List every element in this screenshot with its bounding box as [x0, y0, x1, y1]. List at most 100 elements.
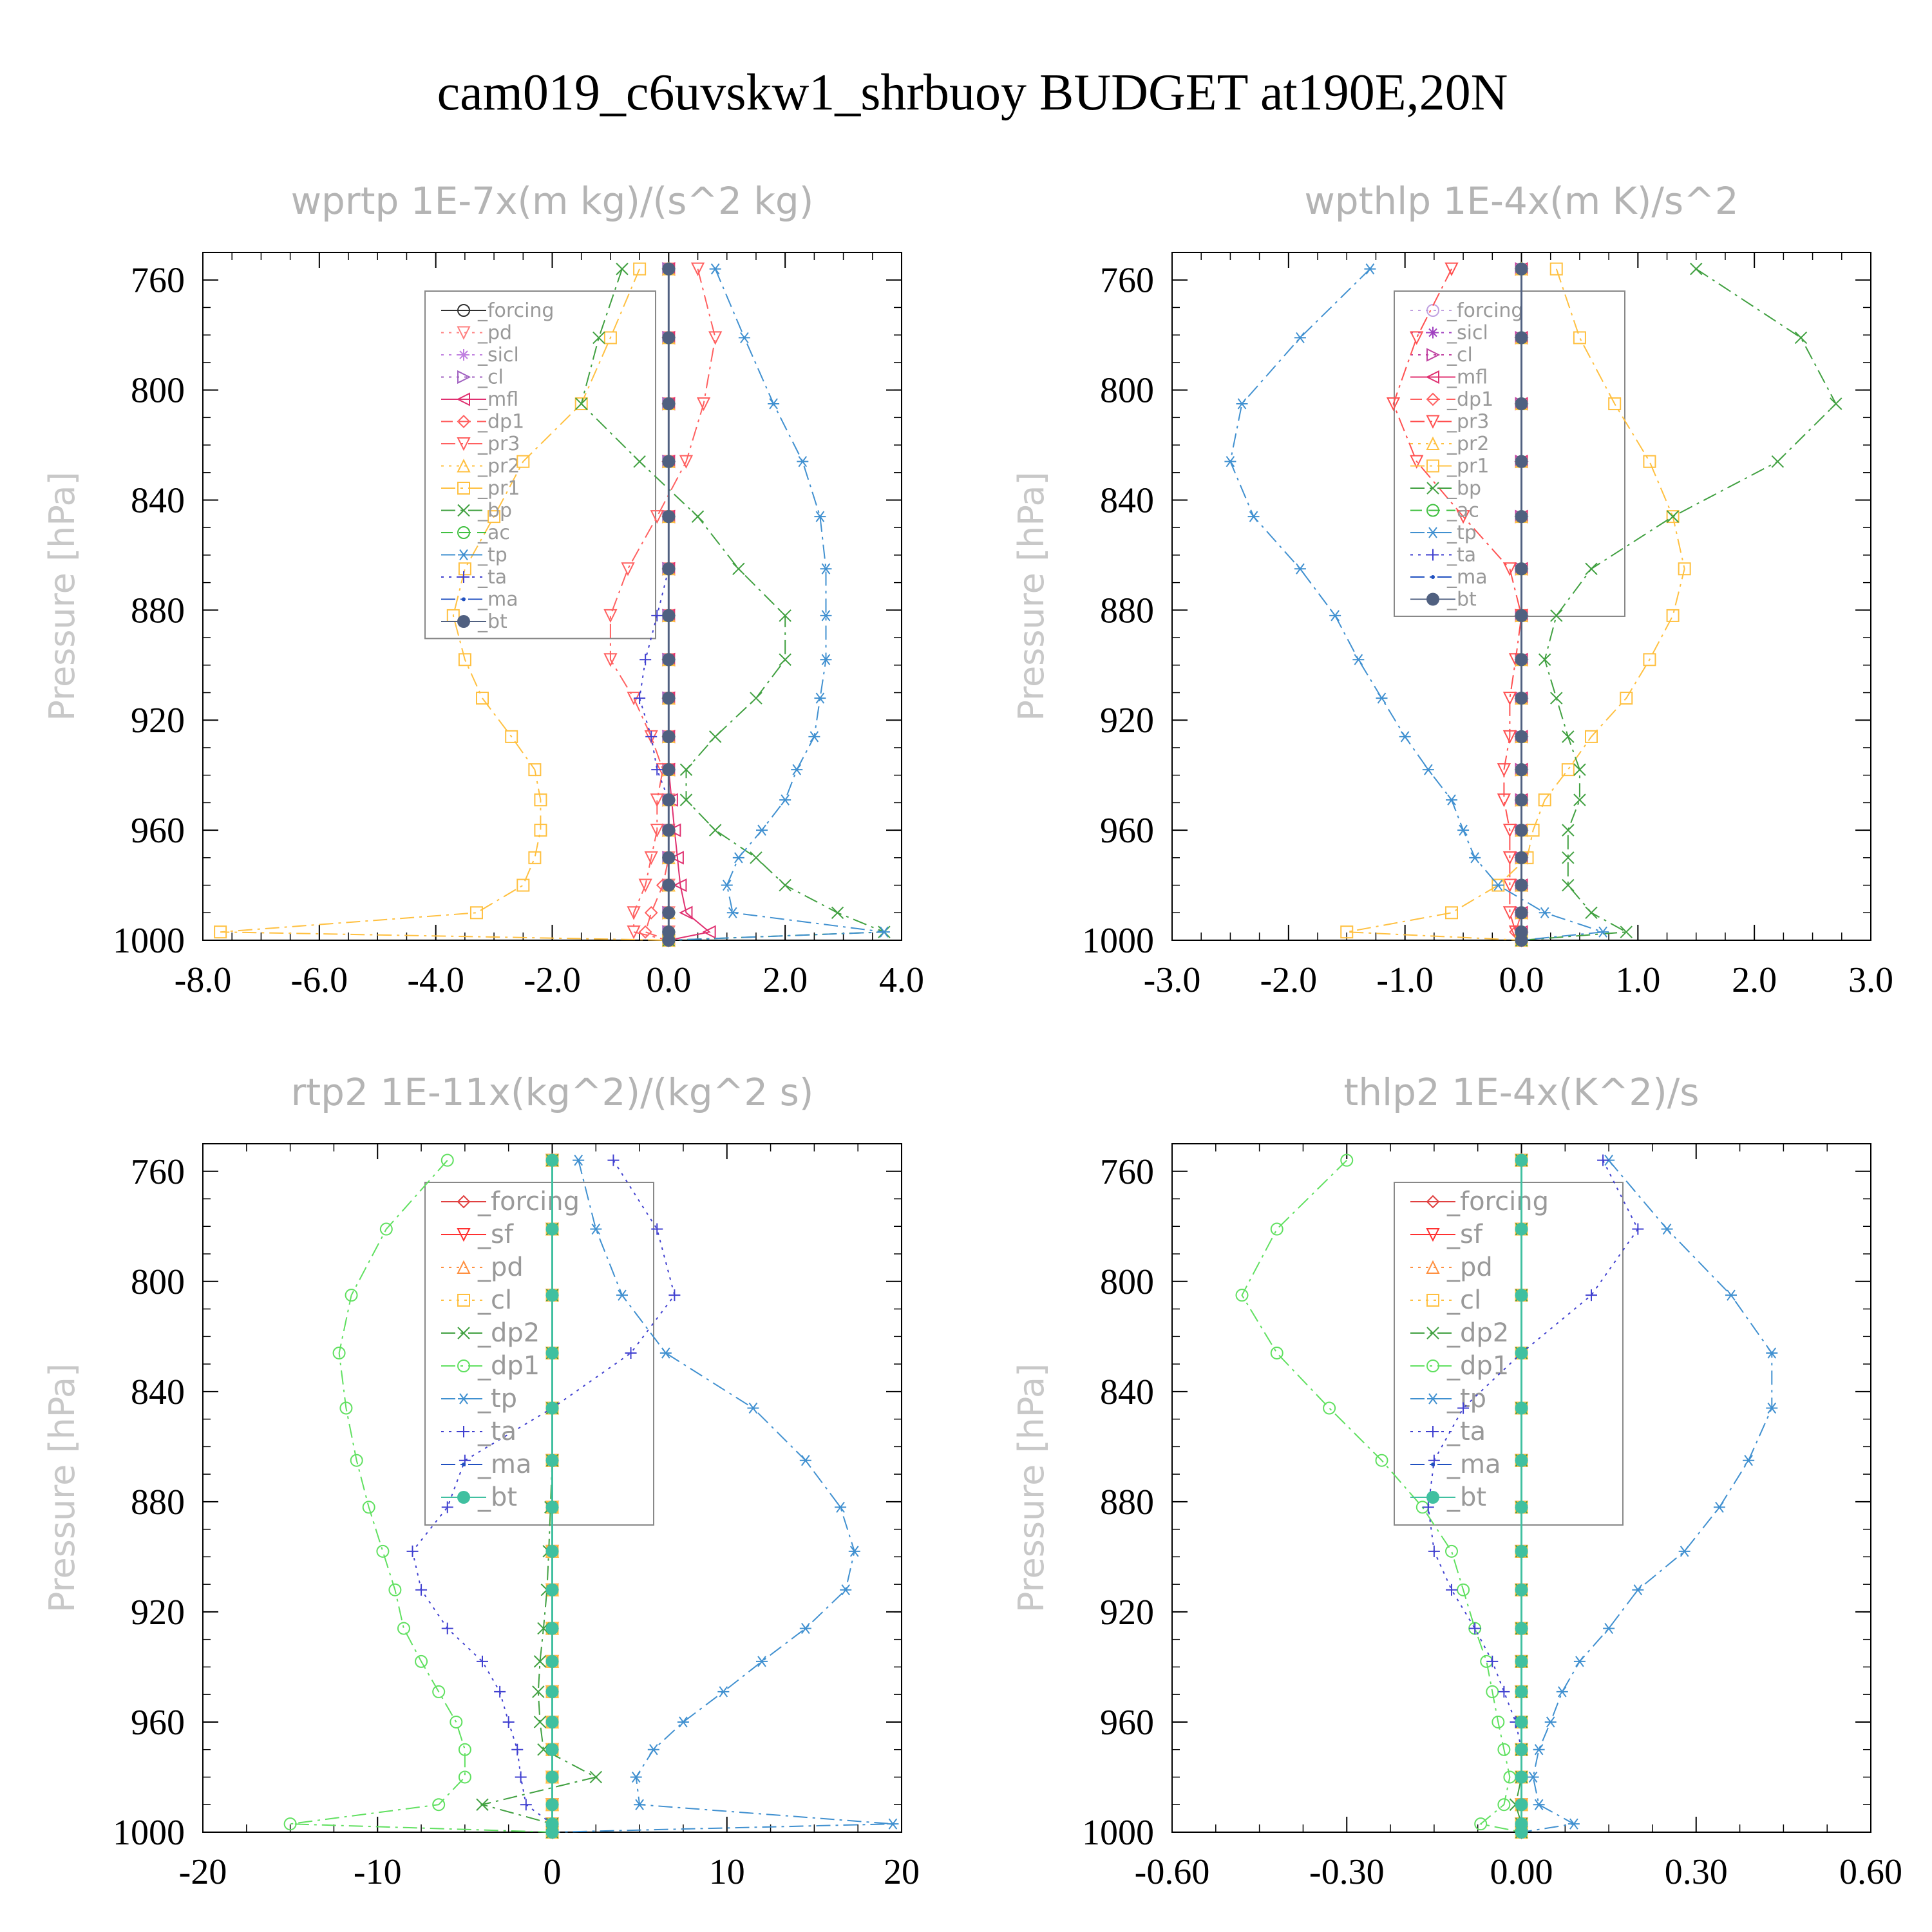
data-point [677, 1716, 689, 1728]
legend-label: _sf [1446, 1220, 1483, 1249]
data-point [1515, 824, 1528, 837]
legend-marker [457, 1294, 470, 1307]
legend-marker [457, 459, 471, 473]
data-point [721, 879, 733, 891]
legend-label: _mfl [1446, 366, 1488, 389]
x-tick-label: 0.0 [1499, 960, 1544, 1000]
data-point [1235, 1289, 1249, 1302]
data-point [1586, 1289, 1597, 1302]
legend-marker [1426, 304, 1439, 317]
data-point [616, 262, 629, 276]
y-tick-label: 960 [131, 1703, 185, 1743]
data-point [1457, 1402, 1470, 1414]
data-point [1771, 455, 1785, 468]
data-point [679, 905, 693, 920]
data-point [1247, 511, 1260, 522]
series-line [580, 269, 885, 941]
data-point [1603, 1622, 1615, 1634]
series-bt [545, 1153, 559, 1839]
data-point [634, 1799, 646, 1810]
legend-entry: _pr2 [1410, 433, 1489, 455]
legend-entry: _dp1 [1410, 1351, 1509, 1381]
data-point [662, 397, 676, 410]
legend-entry: _tp [441, 1384, 517, 1414]
data-point [621, 562, 635, 576]
data-point [808, 731, 820, 743]
legend-marker [1426, 1294, 1439, 1307]
legend-entry: _pd [441, 1253, 524, 1282]
data-point [799, 1455, 811, 1466]
x-tick-label: 0.0 [646, 960, 691, 1000]
data-point [1410, 455, 1424, 469]
y-tick-label: 800 [131, 1262, 185, 1302]
data-point [441, 1501, 453, 1513]
x-tick-label: -3.0 [1144, 960, 1201, 1000]
data-point [1515, 653, 1528, 667]
data-point [791, 764, 803, 775]
data-point [1497, 1798, 1511, 1812]
data-point [339, 1401, 353, 1415]
legend-label: _cl [477, 366, 504, 389]
data-point [545, 1826, 559, 1839]
legend-entry: _bt [441, 1482, 517, 1512]
legend-entry: _pr2 [441, 455, 520, 478]
data-point [1830, 397, 1842, 410]
data-point [1352, 654, 1365, 665]
data-point [1515, 730, 1528, 743]
panel-title: wpthlp 1E-4x(m K)/s^2 [1304, 179, 1738, 223]
y-tick-label: 960 [1100, 811, 1154, 851]
legend-label: _dp1 [477, 411, 524, 433]
legend-label: _forcing [1446, 1187, 1549, 1217]
legend-marker [457, 304, 470, 317]
data-point [1502, 692, 1517, 706]
legend-entry: _cl [1410, 1285, 1481, 1315]
y-tick-label: 840 [1100, 480, 1154, 520]
y-tick-label: 920 [1100, 701, 1154, 741]
legend-label: _bp [477, 500, 512, 522]
data-point [1632, 1584, 1644, 1596]
data-point [589, 1770, 603, 1784]
data-point [1445, 1544, 1458, 1558]
legend-marker [458, 1426, 469, 1437]
legend-marker [1425, 370, 1439, 384]
data-point [779, 794, 791, 806]
data-point [528, 851, 542, 864]
legend-label: _dp2 [1446, 1318, 1509, 1348]
data-point [691, 510, 705, 523]
series-mfl [661, 262, 716, 947]
series-pr3 [603, 262, 723, 948]
data-point [494, 1685, 506, 1698]
legend-box [1394, 290, 1625, 617]
legend-entry: _tp [1410, 1384, 1486, 1414]
data-point [1661, 1223, 1673, 1235]
y-tick-label: 840 [131, 480, 185, 520]
data-point [662, 763, 676, 777]
series-line [639, 269, 670, 940]
data-point [1556, 1686, 1568, 1698]
data-point [1294, 563, 1306, 574]
legend-entry: _ac [1410, 500, 1479, 522]
data-point [756, 824, 768, 836]
legend-marker [1431, 1463, 1435, 1466]
data-point [662, 692, 676, 705]
legend-marker [1426, 504, 1439, 517]
series-line [1241, 1159, 1522, 1833]
series-line [1427, 1160, 1639, 1832]
data-point [1456, 510, 1470, 524]
data-point [659, 1347, 672, 1359]
data-point [1666, 510, 1680, 523]
data-point [1515, 878, 1528, 892]
data-point [1515, 1654, 1528, 1668]
legend-label: _dp1 [1446, 1351, 1509, 1381]
data-point [603, 609, 618, 623]
series-line [1521, 1160, 1773, 1833]
data-point [534, 824, 547, 837]
legend-entry: _dp1 [441, 1351, 540, 1381]
legend-entry: _cl [1410, 344, 1473, 366]
data-point [592, 331, 605, 345]
data-point [1515, 1798, 1528, 1812]
data-point [1498, 1685, 1510, 1698]
y-tick-label: 760 [131, 261, 185, 301]
data-point [1502, 878, 1517, 893]
